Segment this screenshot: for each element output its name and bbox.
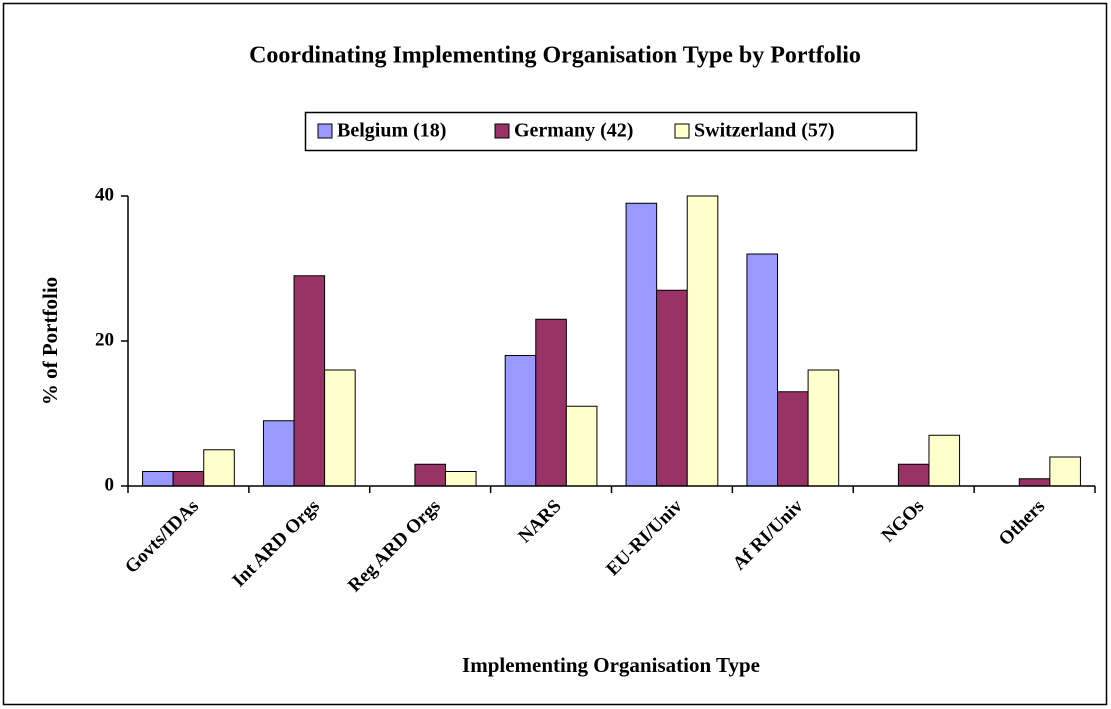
x-axis-title: Implementing Organisation Type [462,653,760,677]
bar [444,471,477,487]
legend-label: Germany (42) [514,120,633,142]
bar [777,391,809,487]
bar [262,420,295,487]
bar [414,463,446,487]
bar [656,289,688,487]
bar [807,369,840,487]
legend [304,111,918,152]
bar [504,355,537,487]
y-tick-label: 20 [95,329,114,350]
bar [293,275,326,487]
bar [324,369,356,487]
chart-title: Coordinating Implementing Organisation T… [249,43,861,69]
legend-swatch [317,123,333,139]
y-axis-title: % of Portfolio [38,277,62,405]
bar [565,405,598,487]
bar [1049,456,1081,487]
legend-swatch [674,123,690,139]
y-tick-label: 40 [95,184,114,205]
bar [203,449,235,487]
bar [686,195,719,487]
legend-swatch [494,123,510,139]
bar [142,471,174,487]
bar [625,202,658,487]
bar [897,463,930,487]
legend-label: Switzerland (57) [694,120,835,142]
bar [1018,478,1051,487]
legend-label: Belgium (18) [337,120,446,142]
y-tick-label: 0 [105,474,115,495]
bar [746,253,779,487]
bar [172,471,205,487]
bar [928,434,961,487]
bar [535,318,567,487]
